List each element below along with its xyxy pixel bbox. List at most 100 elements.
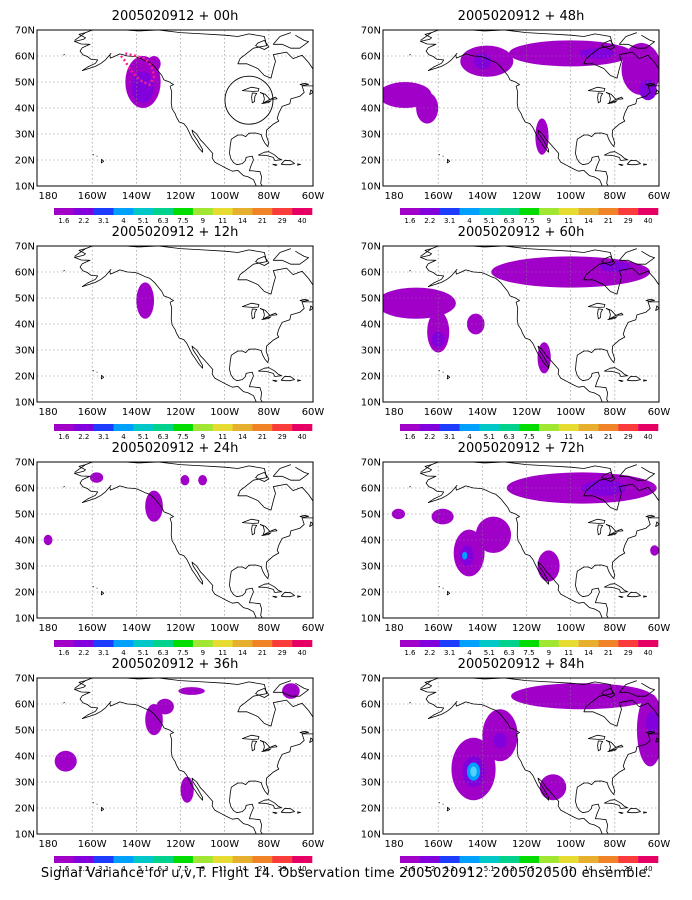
coastline — [626, 807, 641, 814]
colorbar-label: 3.1 — [444, 217, 455, 225]
colorbar-swatch — [133, 640, 154, 647]
coastline — [420, 30, 659, 186]
lon-tick-label: 100W — [556, 191, 585, 202]
coastline — [661, 79, 672, 90]
coastline — [618, 595, 624, 598]
colorbar-swatch — [212, 208, 233, 215]
colorbar-label: 21 — [258, 865, 267, 873]
colorbar-swatch — [519, 640, 540, 647]
colorbar: 1.6 2.2 3.1 4 5.1 6.3 7.5 9 11 14 21 29 40 — [400, 856, 659, 873]
lon-tick-label: 60W — [302, 839, 325, 850]
coastline — [261, 748, 272, 752]
colorbar-swatch — [153, 640, 174, 647]
colorbar-label: 5.1 — [484, 433, 495, 441]
colorbar-swatch — [93, 856, 114, 863]
coastline — [645, 514, 655, 518]
colorbar-label: 7.5 — [177, 433, 188, 441]
colorbar-swatch — [638, 208, 659, 215]
colorbar-label: 14 — [238, 433, 247, 441]
colorbar-swatch — [212, 424, 233, 431]
variance-region — [493, 732, 507, 749]
colorbar-swatch — [499, 640, 520, 647]
coastline — [645, 730, 655, 734]
lon-tick-label: 100W — [210, 407, 239, 418]
colorbar-label: 11 — [564, 865, 573, 873]
coastline — [272, 464, 310, 481]
map-frame — [36, 245, 314, 403]
lon-tick-label: 140W — [122, 623, 151, 634]
lon-tick-label: 180 — [38, 407, 57, 418]
colorbar-swatch — [538, 856, 560, 863]
lat-tick-label: 60N — [361, 484, 381, 495]
lat-tick-label: 20N — [361, 588, 381, 599]
lat-tick-label: 40N — [15, 320, 35, 331]
lon-tick-label: 180 — [38, 191, 57, 202]
coastline — [255, 256, 270, 266]
colorbar-swatch — [459, 208, 480, 215]
lon-tick-label: 180 — [384, 407, 403, 418]
map-panel: 2005020912 + 00h 70N 60N 50N 40N 30N 20N 10N180… — [15, 9, 325, 225]
colorbar-label: 3.1 — [98, 649, 109, 657]
coastline — [241, 734, 260, 740]
lon-tick-label: 60W — [648, 623, 671, 634]
colorbar-label: 4 — [467, 433, 472, 441]
lon-tick-label: 140W — [122, 839, 151, 850]
colorbar-swatch — [54, 424, 75, 431]
colorbar-label: 21 — [258, 433, 267, 441]
lon-tick-label: 140W — [468, 839, 497, 850]
coastline — [255, 40, 270, 50]
variance-region — [391, 508, 406, 520]
colorbar-label: 40 — [644, 433, 653, 441]
coastline — [446, 590, 451, 596]
lon-tick-label: 180 — [38, 839, 57, 850]
colorbar-swatch — [73, 856, 94, 863]
variance-region — [131, 71, 155, 103]
colorbar: 1.6 2.2 3.1 4 5.1 6.3 7.5 9 11 14 21 29 40 — [54, 208, 313, 225]
colorbar-swatch — [459, 424, 480, 431]
coastline — [587, 302, 606, 308]
variance-region — [383, 287, 456, 319]
colorbar-swatch — [558, 640, 579, 647]
lat-tick-label: 40N — [361, 752, 381, 763]
colorbar-label: 9 — [201, 217, 205, 225]
variance-region — [431, 508, 454, 525]
coastline — [446, 158, 451, 164]
variance-region — [178, 687, 205, 695]
variance-region — [198, 475, 208, 486]
coastline — [645, 298, 655, 302]
colorbar-swatch — [113, 640, 134, 647]
coastline — [601, 472, 616, 482]
coastline — [587, 518, 606, 524]
colorbar-swatch — [558, 856, 579, 863]
coastline — [315, 511, 326, 522]
colorbar-label: 2.2 — [78, 217, 89, 225]
panel-title: 2005020912 + 48h — [458, 9, 585, 24]
coastline — [438, 802, 440, 804]
lat-tick-label: 10N — [15, 614, 35, 625]
colorbar-swatch — [479, 640, 500, 647]
lon-tick-label: 60W — [302, 407, 325, 418]
colorbar-swatch — [292, 856, 313, 863]
lat-tick-label: 10N — [361, 182, 381, 193]
colorbar-swatch — [419, 856, 440, 863]
coastline — [74, 462, 313, 618]
colorbar-label: 29 — [624, 649, 633, 657]
lat-tick-label: 30N — [361, 346, 381, 357]
coastline — [315, 727, 326, 738]
coastline — [299, 298, 310, 302]
colorbar-label: 21 — [604, 865, 613, 873]
colorbar-label: 6.3 — [158, 865, 169, 873]
coastline — [74, 246, 313, 402]
colorbar-label: 4 — [121, 217, 126, 225]
colorbar-label: 9 — [201, 865, 205, 873]
colorbar-swatch — [618, 208, 639, 215]
coastline — [309, 737, 313, 743]
colorbar-label: 14 — [584, 865, 593, 873]
coastline — [261, 100, 272, 104]
lat-tick-label: 20N — [15, 156, 35, 167]
colorbar-swatch — [400, 208, 421, 215]
panel-title: 2005020912 + 24h — [112, 441, 239, 456]
colorbar-label: 6.3 — [158, 433, 169, 441]
colorbar-swatch — [598, 208, 619, 215]
lat-tick-label: 30N — [15, 778, 35, 789]
